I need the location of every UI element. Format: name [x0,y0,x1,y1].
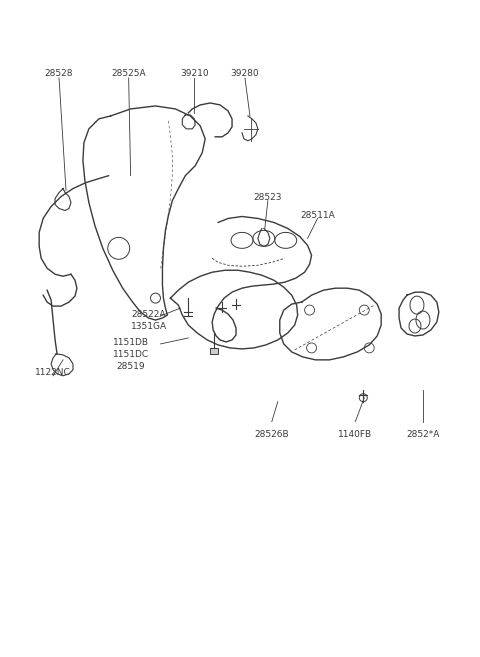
Text: 28522A: 28522A [132,310,166,319]
Text: 2852*A: 2852*A [406,430,440,439]
Text: 28523: 28523 [253,193,282,202]
Text: 1151DC: 1151DC [113,350,149,359]
Text: 1140FB: 1140FB [338,430,372,439]
Bar [210,348,218,354]
Text: 1351GA: 1351GA [131,322,167,331]
Text: 1151DB: 1151DB [113,338,149,347]
Text: 1122NC: 1122NC [35,368,71,377]
Text: 28511A: 28511A [300,210,335,219]
Text: 39280: 39280 [231,69,259,78]
Text: 28525A: 28525A [111,69,146,78]
Text: 39210: 39210 [180,69,209,78]
Text: 28519: 28519 [116,362,145,371]
Text: 28526B: 28526B [254,430,289,439]
Text: 28528: 28528 [45,69,73,78]
